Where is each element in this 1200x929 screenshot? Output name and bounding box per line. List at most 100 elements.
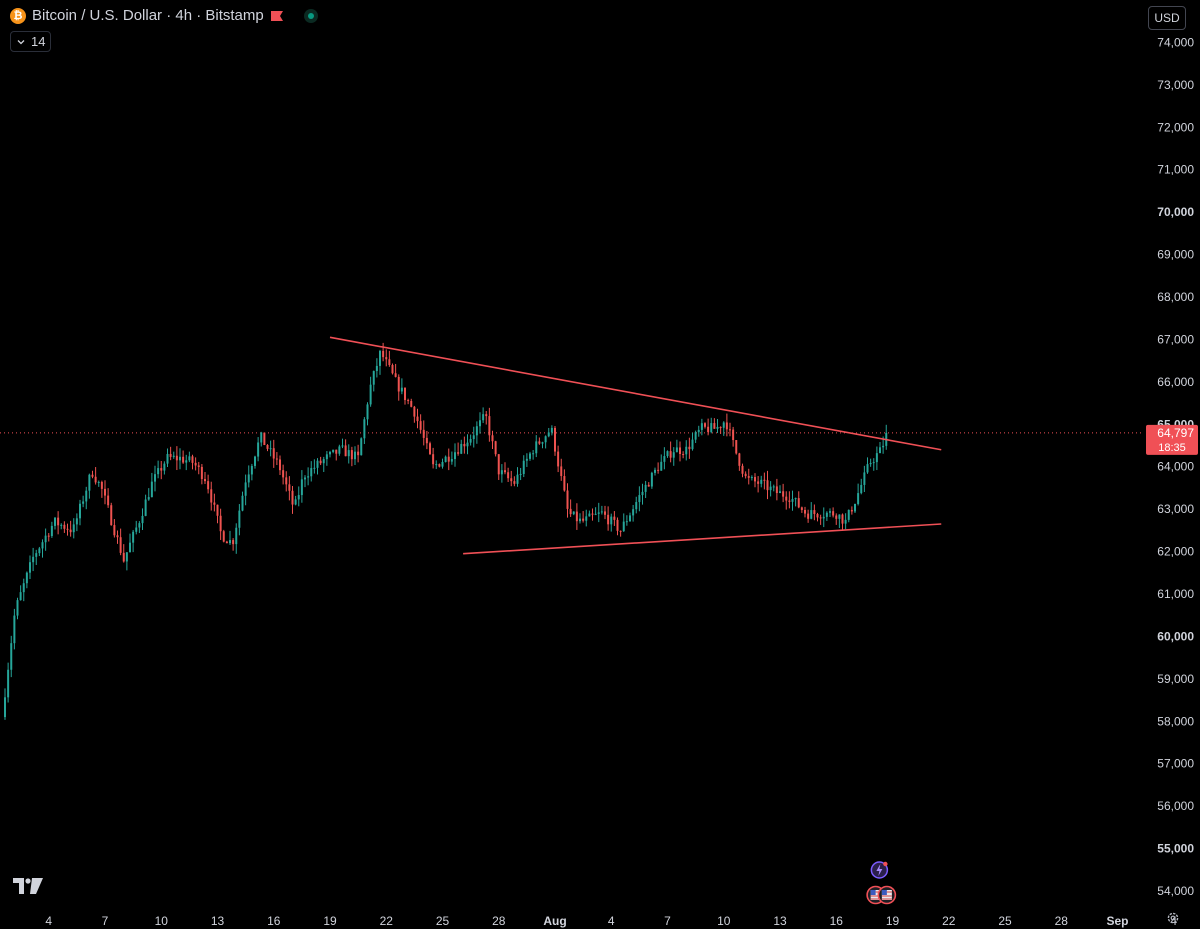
gear-icon[interactable] (1166, 911, 1180, 925)
candle-body (85, 490, 88, 502)
candle-body (119, 537, 122, 553)
candle-body (725, 422, 728, 430)
candle-body (266, 445, 269, 449)
candle-body (457, 452, 460, 454)
candle-body (607, 514, 610, 525)
candle-body (41, 542, 44, 549)
candle-body (254, 456, 256, 466)
x-axis-tick-label: 4 (1170, 914, 1177, 928)
indicator-collapse-button[interactable]: 14 (10, 31, 52, 52)
currency-button[interactable]: USD (1148, 6, 1186, 30)
candle-body (547, 432, 550, 437)
candle-body (688, 446, 691, 450)
last-price-label (1146, 424, 1198, 455)
candle-body (479, 420, 481, 427)
candle-body (872, 462, 875, 464)
candle-body (382, 350, 385, 358)
candle-body (644, 484, 647, 492)
candle-body (538, 441, 541, 444)
candle-body (838, 514, 841, 519)
candle-body (82, 501, 85, 504)
candle-body (335, 449, 338, 454)
candle-body (622, 521, 625, 532)
candle-body (500, 470, 503, 475)
symbol-header[interactable]: ₿ Bitcoin / U.S. Dollar · 4h · Bitstamp (10, 7, 318, 24)
candle-body (213, 502, 216, 505)
candle-body (575, 511, 578, 522)
y-axis-tick-label: 68,000 (1157, 290, 1194, 304)
candle-body (54, 517, 56, 526)
candle-body (204, 479, 206, 482)
candle-body (450, 459, 453, 462)
candle-body (166, 453, 169, 464)
candle-body (247, 474, 250, 483)
candle-body (322, 459, 325, 464)
x-axis-tick-label: Sep (1106, 914, 1128, 928)
candle-body (397, 376, 400, 392)
candle-body (697, 429, 700, 433)
candle-body (113, 525, 116, 536)
x-axis-tick-label: 10 (717, 914, 731, 928)
flag-icon[interactable] (270, 10, 284, 22)
candle-body (794, 498, 797, 500)
last-price-value: 64,797 (1157, 426, 1194, 440)
candle-body (529, 453, 531, 459)
candle-body (154, 474, 156, 482)
candle-body (447, 456, 450, 462)
x-axis-tick-label: 22 (942, 914, 956, 928)
candle-body (216, 504, 219, 516)
candle-body (557, 451, 560, 467)
candle-body (329, 451, 331, 455)
candle-body (44, 535, 47, 543)
symbol-title[interactable]: Bitcoin / U.S. Dollar · 4h · Bitstamp (32, 7, 264, 24)
candle-body (672, 452, 675, 458)
candle-body (494, 441, 497, 455)
candle-body (210, 489, 213, 503)
candle-body (429, 443, 431, 455)
candle-body (516, 474, 519, 484)
candle-body (4, 697, 6, 718)
candle-body (813, 510, 816, 515)
candle-body (585, 516, 588, 521)
y-axis-tick-label: 67,000 (1157, 332, 1194, 346)
candle-body (388, 359, 391, 365)
candle-body (488, 416, 491, 436)
candle-body (829, 511, 831, 513)
candle-body (138, 523, 141, 528)
candle-body (766, 480, 769, 491)
candle-body (613, 516, 616, 520)
candle-body (244, 482, 247, 496)
candle-body (332, 449, 335, 452)
candle-body (604, 511, 606, 515)
candle-body (491, 435, 494, 442)
candle-body (779, 491, 781, 494)
candle-body (510, 478, 513, 482)
candle-body (16, 600, 19, 616)
candle-body (207, 481, 210, 490)
candle-body (135, 527, 138, 532)
candle-body (857, 493, 860, 504)
candle-body (763, 479, 766, 481)
candle-body (819, 517, 822, 519)
tradingview-logo-icon[interactable] (13, 878, 43, 894)
candle-body (775, 486, 778, 494)
candle-body (782, 491, 785, 497)
candle-body (157, 468, 160, 475)
flag-canton (870, 890, 876, 895)
candle-body (635, 502, 638, 510)
candle-body (416, 416, 419, 422)
bar-countdown: 18:35 (1158, 442, 1186, 454)
candle-body (579, 518, 581, 522)
candle-body (560, 466, 563, 477)
candle-body (150, 481, 153, 498)
candle-body (860, 484, 863, 494)
candle-body (294, 499, 297, 505)
candle-body (313, 467, 316, 469)
event-badge (883, 861, 888, 867)
candle-body (72, 524, 75, 533)
candle-body (363, 419, 366, 439)
candle-body (504, 470, 506, 473)
candle-body (729, 429, 731, 431)
candle-body (310, 468, 313, 477)
